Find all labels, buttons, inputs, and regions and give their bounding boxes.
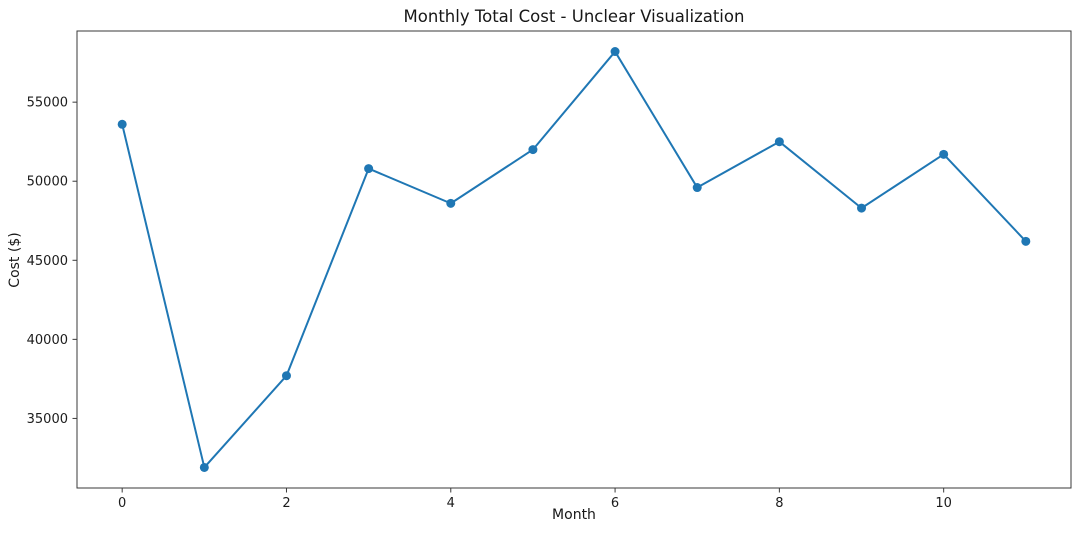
- data-point-0: [117, 119, 127, 129]
- x-tick-label: 6: [611, 496, 619, 511]
- y-tick-label: 40000: [27, 333, 68, 348]
- data-point-5: [528, 145, 538, 155]
- data-point-9: [857, 203, 867, 213]
- data-point-4: [446, 198, 456, 208]
- plot-border: [76, 30, 1072, 489]
- data-point-8: [774, 137, 784, 147]
- data-point-2: [281, 371, 291, 381]
- x-axis-label: Month: [552, 507, 596, 523]
- x-tick-label: 4: [447, 496, 455, 511]
- x-tick-label: 2: [282, 496, 290, 511]
- line-series: [121, 50, 1027, 469]
- y-tick-label: 35000: [27, 412, 68, 427]
- y-tick-label: 45000: [27, 254, 68, 269]
- x-tick-label: 8: [775, 496, 783, 511]
- x-tick-label: 0: [118, 496, 126, 511]
- chart-title: Monthly Total Cost - Unclear Visualizati…: [403, 7, 745, 26]
- data-point-3: [364, 164, 374, 174]
- y-tick-label: 55000: [27, 96, 68, 111]
- data-point-6: [610, 47, 620, 57]
- data-point-10: [939, 149, 949, 159]
- y-tick-label: 50000: [27, 175, 68, 190]
- data-point-7: [692, 183, 702, 193]
- data-point-11: [1021, 236, 1031, 246]
- x-tick-label: 10: [935, 496, 952, 511]
- data-point-1: [199, 462, 209, 472]
